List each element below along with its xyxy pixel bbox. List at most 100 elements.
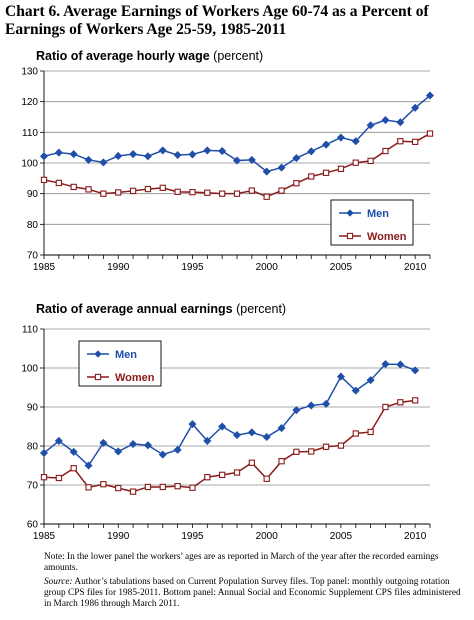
hourly-women-point: [85, 186, 92, 193]
hourly-women-point: [412, 138, 419, 145]
annual-women-point: [144, 483, 152, 491]
annual-ytick-label: 70: [27, 481, 39, 492]
page-title: Chart 6. Average Earnings of Workers Age…: [5, 3, 429, 38]
annual-men-point: [54, 436, 63, 445]
annual-women-point: [412, 397, 419, 404]
hourly-women-point: [159, 184, 166, 191]
hourly-men-point: [39, 152, 49, 161]
annual-legend: [78, 340, 162, 387]
annual-men-point: [203, 436, 212, 445]
annual-women-point: [263, 475, 270, 482]
hourly-men-point: [425, 91, 435, 100]
hourly-men-point: [54, 148, 63, 157]
annual-women-point: [174, 483, 181, 490]
annual-ytick-label: 60: [27, 520, 39, 531]
annual-women-point: [189, 484, 196, 491]
hourly-ytick-label: 120: [21, 97, 38, 108]
annual-women-point: [40, 474, 48, 481]
hourly-ytick-label: 90: [27, 189, 39, 200]
hourly-men-point: [336, 133, 345, 142]
hourly-xtick-label: 2005: [330, 262, 353, 273]
annual-legend-women-label: Women: [115, 372, 155, 384]
hourly-men-point: [292, 154, 301, 163]
panel1-title-text: Ratio of average hourly wage: [36, 49, 210, 63]
hourly-women-point: [129, 187, 137, 195]
hourly-xtick-label: 2010: [404, 262, 427, 273]
annual-men-point: [114, 447, 123, 456]
annual-xtick-label: 1990: [107, 531, 130, 542]
notes: Note: In the lower panel the workers’ ag…: [32, 552, 462, 612]
hourly-ytick-label: 110: [22, 128, 38, 139]
annual-women-point: [129, 488, 137, 495]
annual-women-point: [278, 458, 285, 465]
annual-women-point: [352, 430, 359, 437]
annual-men-point: [292, 406, 301, 415]
hourly-xtick-label: 2000: [256, 262, 279, 273]
hourly-women-line: [43, 132, 431, 198]
hourly-men-point: [114, 151, 123, 160]
hourly-men-point: [322, 140, 331, 149]
hourly-men-point: [247, 155, 256, 164]
annual-women-point: [70, 465, 77, 472]
hourly-women-point: [352, 159, 359, 166]
hourly-legend-women-label: Women: [367, 231, 407, 243]
hourly-women-point: [189, 188, 196, 196]
annual-men-point: [69, 447, 78, 456]
hourly-women-point: [144, 185, 152, 193]
annual-legend-men-marker: [94, 350, 102, 358]
hourly-women-point: [70, 183, 77, 191]
hourly-men-point: [351, 137, 360, 146]
hourly-women-point: [337, 165, 345, 172]
hourly-men-point: [84, 155, 93, 164]
annual-men-point: [129, 440, 138, 449]
annual-earnings-chart: 60 70 80 90 100 110 1985 1990 1995 2000 2005 2010 Me…: [21, 325, 431, 542]
annual-women-point: [308, 448, 315, 455]
annual-men-point: [232, 431, 242, 440]
annual-ytick-label: 80: [27, 442, 39, 453]
annual-women-point: [322, 443, 330, 450]
hourly-ytick-label: 130: [21, 67, 38, 78]
hourly-men-point: [69, 150, 78, 159]
hourly-men-point: [366, 121, 375, 130]
annual-women-point: [382, 403, 389, 411]
source-label: Source:: [44, 576, 73, 587]
annual-women-point: [337, 442, 345, 449]
panel1-title-unit: (percent): [213, 49, 264, 63]
hourly-men-point: [232, 156, 242, 165]
annual-ytick-label: 110: [22, 325, 38, 336]
hourly-xtick-label: 1995: [181, 262, 204, 273]
hourly-legend: [330, 199, 414, 246]
hourly-xtick-label: 1990: [107, 262, 130, 273]
hourly-men-point: [307, 147, 316, 156]
annual-xtick-label: 1995: [181, 531, 204, 542]
annual-men-point: [39, 448, 49, 458]
hourly-women-point: [100, 190, 107, 197]
panel1-title: Ratio of average hourly wage (percent): [36, 49, 263, 63]
annual-men-point: [411, 366, 420, 375]
annual-women-point: [115, 484, 122, 492]
hourly-legend-men-label: Men: [367, 208, 389, 220]
hourly-women-point: [278, 187, 285, 194]
source-body: Author’s tabulations based on Current Po…: [44, 576, 461, 610]
annual-men-point: [351, 386, 360, 395]
hourly-men-point: [188, 150, 197, 159]
annual-women-point: [55, 474, 62, 482]
annual-men-point: [188, 420, 197, 429]
annual-men-point: [336, 372, 345, 381]
hourly-women-point: [204, 189, 211, 196]
hourly-ytick-label: 70: [27, 251, 39, 262]
annual-women-point: [397, 399, 404, 406]
annual-xtick-label: 2010: [404, 531, 427, 542]
hourly-women-point: [115, 189, 122, 196]
annual-men-point: [99, 438, 108, 447]
annual-ytick-label: 100: [21, 364, 38, 375]
hourly-wage-chart: 70 80 90 100 110 120 130 1985 1990 1995 2000 2005 20…: [21, 67, 435, 273]
annual-xtick-label: 2000: [256, 531, 279, 542]
hourly-xtick-label: 1985: [33, 262, 56, 273]
hourly-women-point: [233, 190, 241, 197]
note-text: Note: In the lower panel the workers’ ag…: [44, 552, 439, 574]
annual-men-point: [143, 441, 152, 450]
hourly-women-point: [426, 130, 434, 137]
hourly-women-point: [293, 180, 300, 187]
annual-men-point: [173, 445, 182, 454]
